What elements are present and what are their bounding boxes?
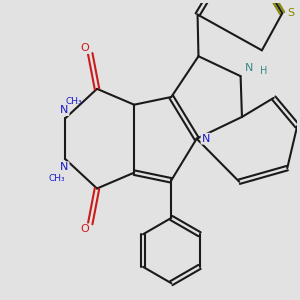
Text: CH₃: CH₃ [65,97,82,106]
Text: N: N [60,162,69,172]
Text: CH₃: CH₃ [49,174,65,183]
Text: H: H [260,66,267,76]
Text: O: O [80,224,89,234]
Text: N: N [202,134,210,144]
Text: S: S [287,8,294,18]
Text: N: N [244,63,253,73]
Text: N: N [60,105,69,115]
Text: O: O [80,43,89,53]
